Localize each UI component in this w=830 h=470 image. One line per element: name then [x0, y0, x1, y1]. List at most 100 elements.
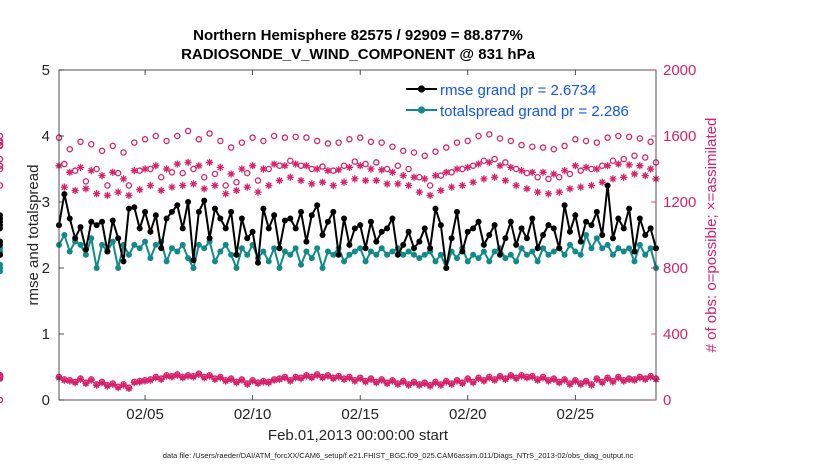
obs-assimilated-marker: [528, 168, 536, 176]
obs-assimilated-low-marker: [227, 375, 235, 383]
obs-possible-low-marker: [0, 373, 4, 381]
obs-assimilated-marker: [485, 158, 493, 166]
obs-assimilated-marker: [216, 163, 224, 171]
obs-assimilated-marker: [367, 165, 375, 173]
obs-assimilated-low-marker: [458, 379, 466, 388]
data-file-footnote: data file: /Users/raeder/DAI/ATM_forcXX/…: [163, 451, 634, 460]
obs-assimilated-marker: [60, 183, 68, 191]
obs-assimilated-marker: [603, 162, 612, 170]
obs-assimilated-low-marker: [93, 381, 101, 389]
obs-possible-marker: [0, 132, 4, 140]
totalspread-point: [233, 265, 240, 271]
obs-assimilated-low-marker: [345, 374, 354, 382]
rmse-point: [448, 235, 455, 242]
obs-possible-marker: [195, 136, 203, 143]
obs-assimilated-low-marker: [195, 370, 203, 379]
totalspread-point: [545, 251, 552, 258]
obs-assimilated-marker: [480, 175, 488, 183]
obs-assimilated-low-marker: [560, 376, 569, 384]
totalspread-point: [626, 245, 633, 252]
totalspread-point: [190, 265, 197, 271]
obs-assimilated-low-marker: [555, 379, 563, 387]
obs-possible-marker: [206, 130, 213, 137]
totalspread-point: [152, 241, 159, 248]
obs-assimilated-marker: [647, 165, 655, 173]
totalspread-point: [109, 238, 116, 245]
totalspread-point: [400, 251, 407, 258]
rmse-point: [475, 218, 482, 225]
obs-assimilated-marker: [620, 173, 628, 181]
rmse-point: [378, 228, 385, 235]
obs-assimilated-low-marker: [313, 371, 321, 379]
rmse-point: [72, 235, 79, 242]
rmse-point: [518, 225, 525, 232]
rmse-point: [540, 232, 547, 238]
rmse-point: [523, 235, 530, 242]
obs-assimilated-marker: [281, 162, 289, 170]
rmse-point: [222, 225, 229, 232]
obs-assimilated-low-marker: [297, 374, 305, 383]
obs-assimilated-low-marker: [378, 376, 386, 384]
obs-assimilated-low-marker: [259, 378, 267, 386]
totalspread-point: [636, 241, 643, 248]
rmse-line: [58, 185, 657, 269]
obs-assimilated-low-marker: [528, 373, 536, 381]
totalspread-point: [341, 258, 348, 265]
obs-assimilated-marker: [474, 160, 483, 168]
rmse-point: [131, 204, 138, 211]
obs-possible-marker: [238, 139, 246, 146]
obs-possible-marker: [0, 162, 4, 169]
rmse-point: [486, 232, 493, 238]
rmse-point: [185, 199, 192, 205]
totalspread-point: [437, 251, 444, 258]
obs-assimilated-low-marker: [523, 374, 531, 382]
totalspread-point: [540, 245, 547, 252]
totalspread-point: [276, 265, 283, 271]
obs-assimilated-marker: [560, 167, 569, 175]
rmse-point: [104, 248, 111, 255]
totalspread-point: [421, 251, 428, 258]
totalspread-point: [480, 248, 487, 255]
obs-assimilated-marker: [125, 191, 133, 199]
rmse-point: [566, 228, 573, 235]
rmse-point: [572, 212, 579, 219]
rmse-point: [120, 258, 127, 265]
rmse-point: [341, 215, 348, 222]
obs-possible-marker: [0, 139, 4, 146]
obs-assimilated-low-marker: [249, 377, 257, 385]
obs-possible-marker: [631, 152, 638, 160]
obs-assimilated-marker: [146, 181, 155, 190]
y-tick-label: 3: [42, 194, 50, 211]
obs-assimilated-low-marker: [512, 374, 520, 383]
obs-assimilated-marker: [458, 181, 466, 190]
obs-assimilated-marker: [431, 172, 440, 180]
rmse-point: [631, 248, 638, 255]
obs-assimilated-low-marker: [603, 374, 612, 383]
totalspread-point: [222, 241, 229, 248]
obs-assimilated-low-marker: [485, 374, 493, 382]
totalspread-point: [168, 245, 175, 252]
rmse-point: [265, 225, 272, 232]
obs-assimilated-low-marker: [238, 376, 246, 384]
obs-assimilated-marker: [491, 173, 499, 181]
obs-assimilated-marker: [286, 173, 294, 181]
rmse-point: [255, 259, 261, 266]
obs-assimilated-low-marker: [410, 379, 418, 387]
y-axis-label: rmse and totalspread: [25, 165, 42, 306]
obs-assimilated-low-marker: [136, 378, 144, 386]
obs-possible-marker: [529, 143, 536, 150]
obs-assimilated-low-marker: [71, 379, 79, 387]
obs-assimilated-low-marker: [130, 379, 138, 387]
obs-assimilated-low-marker: [329, 374, 337, 383]
rmse-point: [195, 208, 202, 215]
obs-possible-marker: [0, 182, 4, 189]
obs-assimilated-low-marker: [351, 377, 359, 385]
obs-assimilated-marker: [189, 180, 198, 188]
obs-assimilated-marker: [238, 165, 246, 173]
obs-assimilated-marker: [324, 167, 332, 175]
rmse-point: [298, 208, 305, 215]
rmse-point: [647, 225, 654, 232]
obs-assimilated-marker: [361, 176, 370, 185]
obs-possible-marker: [620, 155, 627, 163]
obs-assimilated-low-marker: [534, 376, 542, 384]
